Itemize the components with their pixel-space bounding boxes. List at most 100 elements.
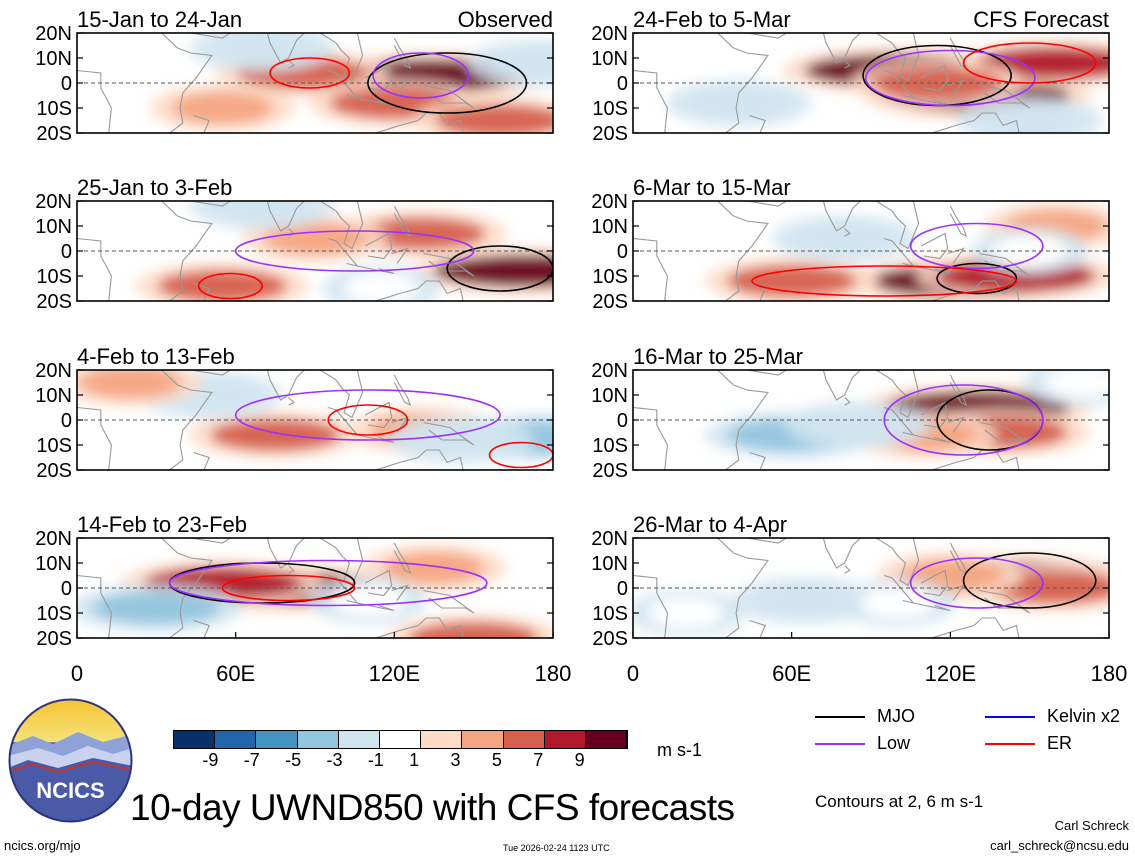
coastline bbox=[947, 584, 965, 601]
colorbar-swatch bbox=[174, 731, 216, 748]
lat-tick-label: 0 bbox=[61, 578, 72, 600]
coastline bbox=[393, 542, 412, 575]
panel-title: 25-Jan to 3-Feb bbox=[77, 175, 232, 200]
contour-er bbox=[962, 42, 1097, 84]
colorbar-swatch bbox=[215, 731, 257, 748]
lat-tick-label: 20N bbox=[35, 23, 72, 45]
lat-tick-label: 20S bbox=[36, 460, 72, 482]
map-panel-7: 20N 10N 0 10S 20S 14-Feb to 23-Feb 0 60E 120E 180 bbox=[35, 512, 571, 686]
contour-low bbox=[864, 49, 1036, 107]
contour-low bbox=[168, 559, 488, 607]
lon-tick-label: 60E bbox=[216, 661, 255, 686]
colorbar-tick: -5 bbox=[285, 750, 302, 770]
anomaly-blob bbox=[992, 235, 1067, 267]
coastline bbox=[920, 64, 949, 92]
contour-low bbox=[909, 557, 1044, 609]
anomaly-blob bbox=[91, 592, 222, 624]
contour-note: Contours at 2, 6 m s-1 bbox=[815, 792, 984, 811]
coastline bbox=[931, 112, 1020, 133]
lat-tick-label: 10S bbox=[36, 603, 72, 625]
anomaly-blob bbox=[793, 222, 896, 255]
coastline bbox=[884, 69, 915, 99]
lat-tick-label: 20S bbox=[592, 291, 628, 313]
anomaly-blob bbox=[408, 622, 539, 638]
anomaly-blob bbox=[978, 104, 1081, 133]
colorbar-tick: 3 bbox=[450, 750, 461, 770]
logo-text: NCICS bbox=[36, 778, 104, 803]
legend-line bbox=[985, 715, 1035, 718]
anomaly-blob bbox=[211, 201, 314, 222]
coastline bbox=[884, 237, 915, 267]
anomaly-blob bbox=[648, 597, 723, 629]
anomaly-blob bbox=[806, 409, 909, 441]
colorbar-units: m s-1 bbox=[657, 740, 702, 760]
contour-low bbox=[909, 222, 1044, 270]
panel-title: 6-Mar to 15-Mar bbox=[633, 175, 791, 200]
main-title: 10-day UWND850 with CFS forecasts bbox=[130, 787, 735, 828]
anomaly-blob bbox=[687, 87, 790, 119]
lat-tick-label: 10N bbox=[591, 553, 628, 575]
map-panel-6: 20N 10N 0 10S 20S 16-Mar to 25-Mar bbox=[591, 344, 1110, 482]
ncics-logo: NCICS bbox=[8, 698, 133, 823]
contour-er bbox=[327, 404, 409, 436]
colorbar-swatch bbox=[421, 731, 463, 748]
lat-tick-label: 20S bbox=[36, 123, 72, 145]
lat-tick-label: 20N bbox=[591, 191, 628, 213]
coastline bbox=[812, 201, 862, 232]
panel-title: 4-Feb to 13-Feb bbox=[77, 344, 235, 369]
map-panel-1: 20N 10N 0 10S 20S 15-Jan to 24-Jan Observed bbox=[35, 7, 554, 145]
coastline bbox=[633, 33, 769, 133]
contour-er bbox=[751, 265, 1018, 297]
lat-tick-label: 0 bbox=[617, 410, 628, 432]
coastline bbox=[949, 374, 968, 407]
anomaly-blob bbox=[78, 370, 181, 399]
coastline bbox=[931, 617, 1020, 638]
coastlines bbox=[633, 538, 1031, 638]
lat-tick-label: 20N bbox=[591, 360, 628, 382]
coastline bbox=[393, 374, 412, 407]
coastline bbox=[633, 370, 769, 470]
anomaly-blob bbox=[435, 104, 553, 133]
anomaly-blob bbox=[433, 255, 553, 287]
coastline bbox=[328, 69, 359, 99]
map-panel-4: 20N 10N 0 10S 20S 6-Mar to 15-Mar bbox=[591, 175, 1110, 313]
coastline bbox=[391, 247, 409, 264]
legend-line bbox=[815, 715, 865, 718]
lat-tick-label: 10N bbox=[591, 48, 628, 70]
coastline bbox=[947, 247, 965, 264]
legend-label: ER bbox=[1047, 733, 1073, 753]
lat-tick-label: 10S bbox=[36, 266, 72, 288]
coastline bbox=[423, 252, 475, 277]
legend-item: MJO bbox=[815, 706, 985, 727]
coastline bbox=[913, 602, 951, 612]
coastline bbox=[844, 60, 851, 69]
coastline bbox=[320, 538, 364, 587]
coastlines bbox=[633, 33, 1031, 133]
timestamp: Tue 2026-02-24 1123 UTC bbox=[503, 843, 610, 853]
coastline bbox=[949, 205, 968, 238]
anomaly-blob bbox=[211, 33, 314, 64]
colorbar-tick: -7 bbox=[243, 750, 260, 770]
lat-tick-label: 20S bbox=[36, 291, 72, 313]
lat-tick-label: 0 bbox=[617, 578, 628, 600]
coastline bbox=[193, 114, 210, 133]
coastline bbox=[913, 434, 951, 444]
colorbar-tick: 5 bbox=[491, 750, 502, 770]
coastline bbox=[375, 449, 464, 470]
coastline bbox=[393, 37, 412, 70]
coastline bbox=[375, 280, 464, 301]
coastline bbox=[328, 237, 359, 267]
lat-tick-label: 10S bbox=[36, 98, 72, 120]
coastline bbox=[193, 619, 210, 638]
lat-tick-label: 20N bbox=[35, 191, 72, 213]
logo-graphic: NCICS bbox=[8, 698, 133, 823]
coastline bbox=[190, 370, 231, 376]
contour-low bbox=[234, 389, 501, 441]
coastline bbox=[812, 538, 862, 569]
anomaly-blob bbox=[860, 587, 935, 619]
coastline bbox=[746, 538, 787, 544]
coastline bbox=[812, 33, 862, 64]
lat-tick-label: 10S bbox=[592, 266, 628, 288]
lon-tick-label: 0 bbox=[71, 661, 83, 686]
